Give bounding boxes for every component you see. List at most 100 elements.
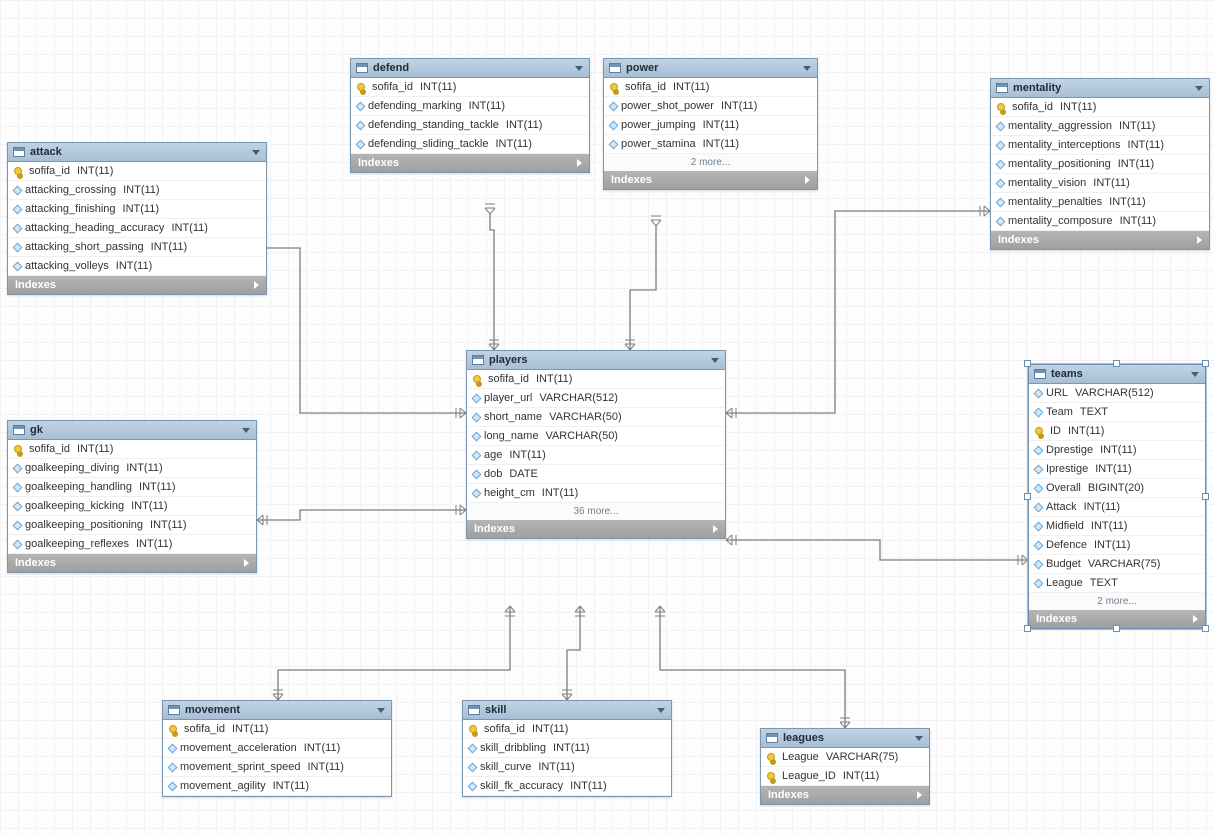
relationship-line[interactable] [726, 540, 1028, 560]
relationship-line[interactable] [267, 248, 466, 413]
indexes-bar[interactable]: Indexes [467, 520, 725, 538]
column-row[interactable]: power_staminaINT(11) [604, 135, 817, 154]
table-defend[interactable]: defendsofifa_idINT(11)defending_markingI… [350, 58, 590, 173]
column-row[interactable]: movement_accelerationINT(11) [163, 739, 391, 758]
table-players[interactable]: playerssofifa_idINT(11)player_urlVARCHAR… [466, 350, 726, 539]
column-row[interactable]: ageINT(11) [467, 446, 725, 465]
column-row[interactable]: attacking_volleysINT(11) [8, 257, 266, 276]
column-row[interactable]: short_nameVARCHAR(50) [467, 408, 725, 427]
column-row[interactable]: sofifa_idINT(11) [604, 78, 817, 97]
column-row[interactable]: long_nameVARCHAR(50) [467, 427, 725, 446]
collapse-arrow-icon[interactable] [1191, 372, 1199, 377]
column-row[interactable]: goalkeeping_reflexesINT(11) [8, 535, 256, 554]
column-row[interactable]: mentality_visionINT(11) [991, 174, 1209, 193]
table-header[interactable]: movement [163, 701, 391, 720]
column-row[interactable]: mentality_aggressionINT(11) [991, 117, 1209, 136]
selection-handle[interactable] [1202, 493, 1209, 500]
column-row[interactable]: sofifa_idINT(11) [8, 440, 256, 459]
collapse-arrow-icon[interactable] [657, 708, 665, 713]
more-columns[interactable]: 2 more... [604, 154, 817, 171]
indexes-bar[interactable]: Indexes [8, 554, 256, 572]
table-header[interactable]: players [467, 351, 725, 370]
selection-handle[interactable] [1024, 625, 1031, 632]
collapse-arrow-icon[interactable] [252, 150, 260, 155]
column-row[interactable]: mentality_positioningINT(11) [991, 155, 1209, 174]
column-row[interactable]: power_shot_powerINT(11) [604, 97, 817, 116]
column-row[interactable]: IprestigeINT(11) [1029, 460, 1205, 479]
diagram-canvas[interactable]: attack sofifa_idINT(11) attacking_crossing… [0, 0, 1214, 835]
relationship-line[interactable] [660, 606, 845, 728]
table-header[interactable]: power [604, 59, 817, 78]
column-row[interactable]: attacking_short_passingINT(11) [8, 238, 266, 257]
column-row[interactable]: defending_sliding_tackleINT(11) [351, 135, 589, 154]
column-row[interactable]: attacking_finishingINT(11) [8, 200, 266, 219]
column-row[interactable]: height_cmINT(11) [467, 484, 725, 503]
collapse-arrow-icon[interactable] [575, 66, 583, 71]
column-row[interactable]: OverallBIGINT(20) [1029, 479, 1205, 498]
relationship-line[interactable] [490, 214, 494, 350]
column-row[interactable]: skill_curveINT(11) [463, 758, 671, 777]
column-row[interactable]: mentality_composureINT(11) [991, 212, 1209, 231]
selection-handle[interactable] [1024, 360, 1031, 367]
column-row[interactable]: IDINT(11) [1029, 422, 1205, 441]
column-row[interactable]: sofifa_idINT(11) [467, 370, 725, 389]
table-skill[interactable]: skillsofifa_idINT(11)skill_dribblingINT(… [462, 700, 672, 797]
more-columns[interactable]: 2 more... [1029, 593, 1205, 610]
collapse-arrow-icon[interactable] [915, 736, 923, 741]
selection-handle[interactable] [1024, 493, 1031, 500]
column-row[interactable]: skill_dribblingINT(11) [463, 739, 671, 758]
column-row[interactable]: sofifa_idINT(11) [351, 78, 589, 97]
relationship-line[interactable] [567, 606, 580, 700]
table-header[interactable]: gk [8, 421, 256, 440]
column-row[interactable]: URLVARCHAR(512) [1029, 384, 1205, 403]
table-power[interactable]: powersofifa_idINT(11)power_shot_powerINT… [603, 58, 818, 190]
indexes-bar[interactable]: Indexes [761, 786, 929, 804]
column-row[interactable]: AttackINT(11) [1029, 498, 1205, 517]
column-row[interactable]: defending_markingINT(11) [351, 97, 589, 116]
table-header[interactable]: skill [463, 701, 671, 720]
table-header[interactable]: attack [8, 143, 266, 162]
relationship-line[interactable] [630, 226, 656, 350]
column-row[interactable]: mentality_interceptionsINT(11) [991, 136, 1209, 155]
selection-handle[interactable] [1113, 360, 1120, 367]
selection-handle[interactable] [1113, 625, 1120, 632]
table-mentality[interactable]: mentalitysofifa_idINT(11)mentality_aggre… [990, 78, 1210, 250]
column-row[interactable]: MidfieldINT(11) [1029, 517, 1205, 536]
column-row[interactable]: DprestigeINT(11) [1029, 441, 1205, 460]
table-header[interactable]: leagues [761, 729, 929, 748]
table-gk[interactable]: gksofifa_idINT(11)goalkeeping_divingINT(… [7, 420, 257, 573]
table-header[interactable]: defend [351, 59, 589, 78]
relationship-line[interactable] [726, 211, 990, 413]
column-row[interactable]: LeagueVARCHAR(75) [761, 748, 929, 767]
collapse-arrow-icon[interactable] [242, 428, 250, 433]
column-row[interactable]: player_urlVARCHAR(512) [467, 389, 725, 408]
collapse-arrow-icon[interactable] [1195, 86, 1203, 91]
column-row[interactable]: attacking_crossingINT(11) [8, 181, 266, 200]
table-header[interactable]: mentality [991, 79, 1209, 98]
column-row[interactable]: goalkeeping_divingINT(11) [8, 459, 256, 478]
column-row[interactable]: BudgetVARCHAR(75) [1029, 555, 1205, 574]
selection-handle[interactable] [1202, 360, 1209, 367]
column-row[interactable]: LeagueTEXT [1029, 574, 1205, 593]
column-row[interactable]: power_jumpingINT(11) [604, 116, 817, 135]
table-attack[interactable]: attacksofifa_idINT(11)attacking_crossing… [7, 142, 267, 295]
column-row[interactable]: movement_agilityINT(11) [163, 777, 391, 796]
indexes-bar[interactable]: Indexes [604, 171, 817, 189]
indexes-bar[interactable]: Indexes [991, 231, 1209, 249]
column-row[interactable]: goalkeeping_handlingINT(11) [8, 478, 256, 497]
relationship-line[interactable] [278, 606, 510, 700]
collapse-arrow-icon[interactable] [711, 358, 719, 363]
column-row[interactable]: DefenceINT(11) [1029, 536, 1205, 555]
collapse-arrow-icon[interactable] [377, 708, 385, 713]
column-row[interactable]: League_IDINT(11) [761, 767, 929, 786]
table-leagues[interactable]: leaguesLeagueVARCHAR(75)League_IDINT(11)… [760, 728, 930, 805]
column-row[interactable]: attacking_heading_accuracyINT(11) [8, 219, 266, 238]
table-teams[interactable]: teamsURLVARCHAR(512)TeamTEXTIDINT(11)Dpr… [1028, 364, 1206, 629]
column-row[interactable]: movement_sprint_speedINT(11) [163, 758, 391, 777]
column-row[interactable]: sofifa_idINT(11) [991, 98, 1209, 117]
column-row[interactable]: dobDATE [467, 465, 725, 484]
column-row[interactable]: mentality_penaltiesINT(11) [991, 193, 1209, 212]
collapse-arrow-icon[interactable] [803, 66, 811, 71]
more-columns[interactable]: 36 more... [467, 503, 725, 520]
column-row[interactable]: sofifa_idINT(11) [163, 720, 391, 739]
